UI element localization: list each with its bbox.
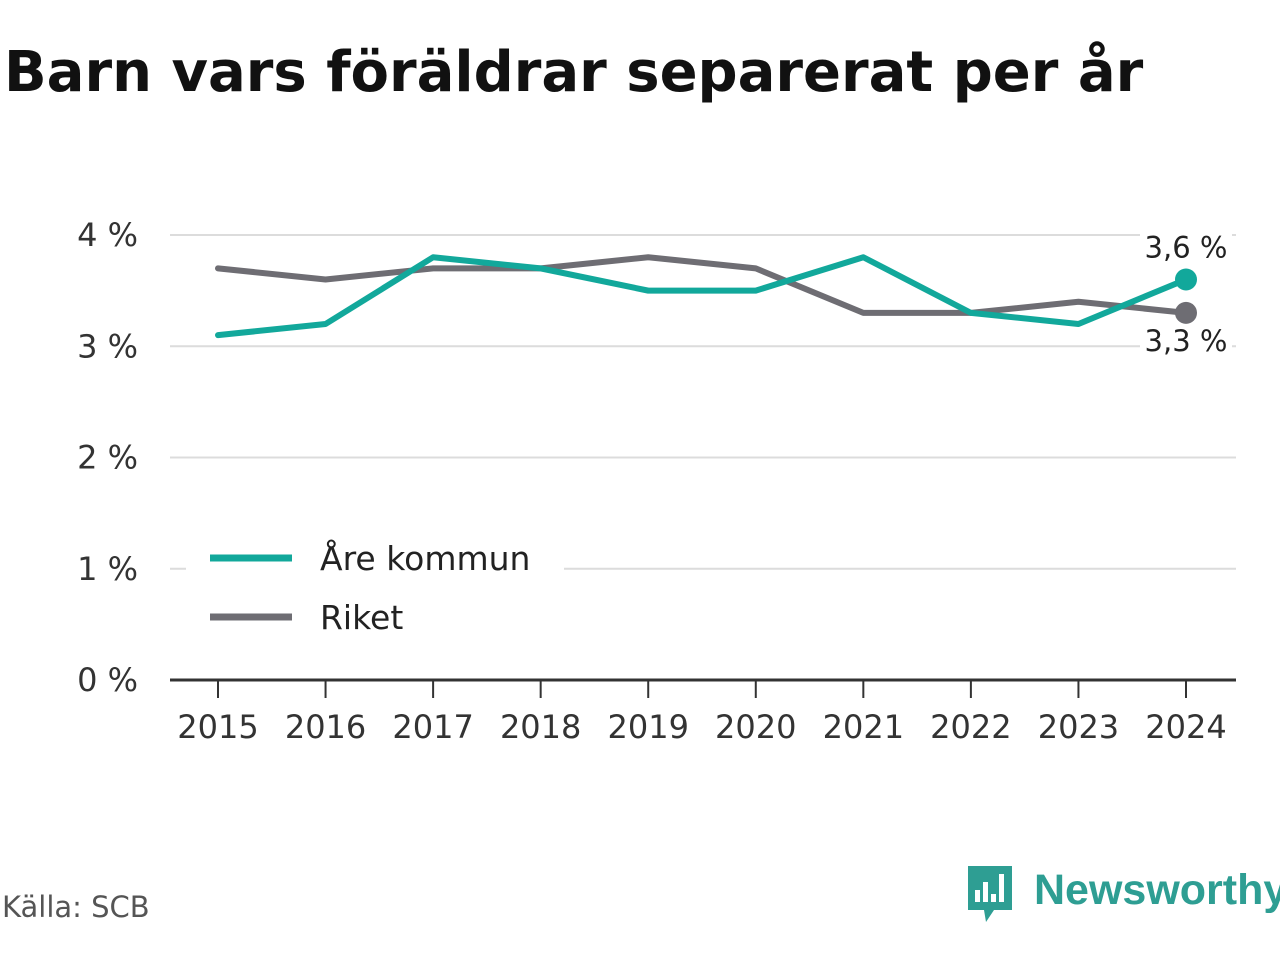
x-tick-label: 2020 bbox=[715, 708, 796, 746]
x-tick-label: 2022 bbox=[930, 708, 1011, 746]
end-label: 3,6 % bbox=[1145, 231, 1228, 265]
x-tick-label: 2015 bbox=[177, 708, 258, 746]
chart-title: Barn vars föräldrar separerat per år bbox=[4, 40, 1144, 105]
end-label: 3,3 % bbox=[1145, 324, 1228, 358]
legend-background bbox=[186, 530, 564, 648]
series-end-point bbox=[1175, 268, 1197, 291]
series-line bbox=[215, 254, 1189, 339]
newsworthy-logo-icon bbox=[968, 866, 1012, 922]
newsworthy-logo[interactable]: Newsworthy bbox=[964, 864, 1280, 928]
line-chart: 0 % 1 % 2 % 3 % 4 % 2015 2016 2017 2018 2019 2020… bbox=[77, 216, 1236, 746]
y-tick-label: 0 % bbox=[77, 661, 138, 699]
y-tick-label: 2 % bbox=[77, 439, 138, 477]
y-axis-ticks: 0 % 1 % 2 % 3 % 4 % bbox=[77, 216, 138, 699]
y-tick-label: 1 % bbox=[77, 550, 138, 588]
series-lines bbox=[215, 254, 1197, 339]
end-labels: 3,6 % 3,3 % bbox=[1140, 231, 1232, 359]
x-tick-label: 2021 bbox=[823, 708, 904, 746]
x-tick-label: 2017 bbox=[392, 708, 473, 746]
y-tick-label: 4 % bbox=[77, 216, 138, 254]
newsworthy-logo-text: Newsworthy bbox=[1034, 866, 1280, 914]
series-line bbox=[215, 254, 1189, 316]
source-note: Källa: SCB bbox=[2, 890, 150, 924]
x-tick-label: 2016 bbox=[285, 708, 366, 746]
end-label-background bbox=[1140, 324, 1232, 359]
legend-label: Åre kommun bbox=[320, 538, 530, 578]
end-label-background bbox=[1140, 231, 1232, 266]
series-end-point bbox=[1175, 301, 1197, 324]
x-tick-label: 2019 bbox=[608, 708, 689, 746]
y-tick-label: 3 % bbox=[77, 327, 138, 365]
x-axis: 2015 2016 2017 2018 2019 2020 2021 2022 2023 2024 bbox=[170, 678, 1236, 746]
x-tick-label: 2024 bbox=[1145, 708, 1226, 746]
legend: Åre kommun Riket bbox=[186, 530, 564, 648]
grid-lines bbox=[170, 234, 1236, 570]
legend-label: Riket bbox=[320, 598, 403, 637]
x-tick-label: 2018 bbox=[500, 708, 581, 746]
x-tick-label: 2023 bbox=[1038, 708, 1119, 746]
